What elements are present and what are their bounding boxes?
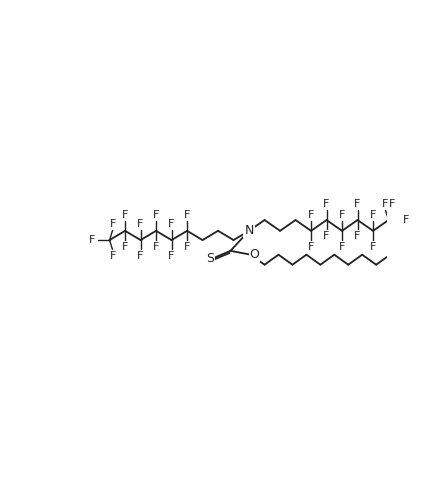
Text: F: F bbox=[137, 251, 144, 261]
Text: F: F bbox=[184, 242, 190, 252]
Text: F: F bbox=[370, 210, 376, 220]
Text: F: F bbox=[110, 219, 116, 229]
Text: F: F bbox=[370, 242, 376, 252]
Text: O: O bbox=[249, 248, 259, 261]
Text: F: F bbox=[339, 210, 345, 220]
Text: N: N bbox=[244, 225, 254, 238]
Text: F: F bbox=[323, 231, 330, 241]
Text: F: F bbox=[354, 199, 361, 209]
Text: F: F bbox=[153, 242, 159, 252]
Text: F: F bbox=[122, 242, 128, 252]
Text: F: F bbox=[308, 242, 314, 252]
Text: F: F bbox=[382, 199, 389, 209]
Text: F: F bbox=[184, 210, 190, 220]
Text: F: F bbox=[354, 231, 361, 241]
Text: F: F bbox=[308, 210, 314, 220]
Text: F: F bbox=[137, 219, 144, 229]
Text: F: F bbox=[402, 215, 409, 225]
Text: F: F bbox=[339, 242, 345, 252]
Text: F: F bbox=[169, 251, 175, 261]
Text: S: S bbox=[206, 252, 214, 265]
Text: F: F bbox=[169, 219, 175, 229]
Text: F: F bbox=[153, 210, 159, 220]
Text: F: F bbox=[110, 251, 116, 261]
Text: F: F bbox=[323, 199, 330, 209]
Text: F: F bbox=[89, 235, 96, 245]
Text: F: F bbox=[122, 210, 128, 220]
Text: F: F bbox=[388, 199, 395, 209]
